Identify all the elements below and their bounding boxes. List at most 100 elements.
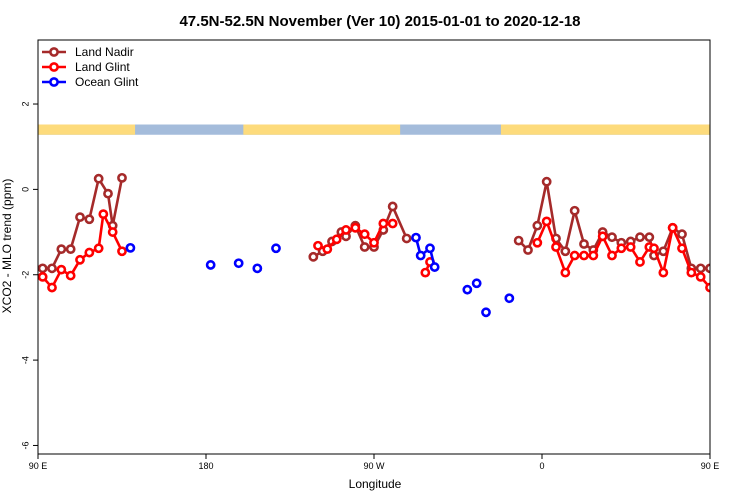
land-nadir-point [644, 232, 655, 243]
land-nadir-point [744, 216, 750, 223]
land-glint-point [667, 222, 678, 233]
x-tick-label: 180 [198, 461, 213, 471]
land-glint-point [677, 243, 687, 254]
land-nadir-point [607, 232, 617, 243]
land-glint-point [649, 243, 659, 254]
land-glint-point [359, 229, 370, 240]
x-tick-label: 90 W [363, 461, 385, 471]
ocean-glint-point [411, 232, 421, 243]
legend-item-ocean-glint: Ocean Glint [42, 75, 139, 89]
y-tick-label: 2 [20, 102, 30, 107]
land-glint-point [579, 250, 589, 261]
land-band [243, 124, 401, 135]
plot-series [38, 172, 750, 318]
land-glint-point [322, 244, 333, 255]
y-tick-label: -6 [20, 441, 30, 449]
land-glint-point [98, 209, 109, 220]
land-ocean-strip [38, 124, 710, 135]
ocean-glint-point [205, 260, 216, 270]
land-glint-point [56, 264, 67, 275]
land-glint-point [532, 237, 543, 248]
legend-item-land-glint: Land Glint [42, 60, 130, 74]
x-axis-label: Longitude [349, 477, 402, 491]
ocean-glint-series [125, 232, 515, 318]
land-nadir-point [635, 232, 645, 243]
land-glint-point [597, 231, 608, 242]
legend-label: Land Glint [75, 60, 130, 74]
land-glint-point [625, 242, 636, 252]
land-nadir-point [569, 205, 580, 216]
land-nadir-point [56, 244, 67, 255]
ocean-glint-point [125, 242, 136, 253]
land-glint-point [420, 267, 431, 278]
land-glint-point [551, 242, 561, 252]
land-glint-series [38, 209, 750, 293]
land-nadir-point [579, 239, 589, 249]
ocean-glint-line [414, 237, 436, 268]
land-nadir-point [359, 242, 370, 252]
land-glint-point [569, 250, 580, 261]
legend-label: Land Nadir [75, 45, 134, 59]
land-nadir-point [541, 176, 552, 187]
land-glint-point [341, 225, 351, 235]
land-glint-line [41, 212, 124, 289]
land-glint-point [369, 237, 379, 248]
land-nadir-point [65, 244, 76, 255]
chart-title: 47.5N-52.5N November (Ver 10) 2015-01-01… [179, 13, 580, 30]
y-tick-label: -4 [20, 356, 30, 364]
land-glint-point [117, 246, 127, 257]
land-glint-point [607, 250, 617, 261]
ocean-glint-point [415, 250, 426, 261]
land-nadir-point [513, 235, 524, 246]
land-nadir-point [725, 246, 732, 253]
x-tick-label: 90 E [701, 461, 720, 471]
land-glint-point [686, 267, 697, 278]
land-band [38, 124, 136, 135]
land-nadir-point [38, 263, 48, 274]
land-glint-point [560, 267, 571, 278]
ocean-glint-point [429, 262, 440, 272]
land-nadir-point [75, 212, 85, 223]
legend-item-land-nadir: Land Nadir [42, 45, 134, 59]
land-nadir-point [47, 263, 57, 274]
axes: 2 0 -2 -4 -6 90 E 180 90 W 0 90 E [20, 102, 719, 471]
x-tick-label: 90 E [29, 461, 48, 471]
plot-frame [37, 39, 711, 455]
ocean-glint-point [252, 263, 263, 274]
land-glint-point [65, 270, 76, 281]
land-nadir-point [84, 214, 95, 225]
ocean-glint-point [425, 243, 435, 254]
land-glint-point [38, 271, 48, 282]
land-glint-point [734, 256, 741, 263]
legend-marker [49, 62, 59, 72]
land-glint-point [541, 216, 552, 227]
land-glint-point [387, 218, 398, 229]
land-glint-point [350, 222, 361, 233]
land-nadir-point [716, 246, 723, 253]
land-band [500, 124, 710, 135]
land-glint-point [705, 282, 710, 293]
ocean-glint-point [481, 307, 491, 318]
land-nadir-point [117, 172, 127, 183]
land-nadir-point [560, 246, 571, 257]
land-nadir-point [658, 246, 669, 257]
land-glint-point [658, 267, 669, 278]
y-axis-label: XCO2 - MLO trend (ppm) [0, 179, 14, 314]
land-glint-point [93, 243, 104, 254]
land-nadir-point [734, 214, 741, 221]
y-tick-label: -2 [20, 271, 30, 279]
land-glint-point [75, 254, 85, 265]
land-glint-point [331, 234, 342, 245]
land-glint-point [47, 282, 57, 293]
land-glint-point [588, 250, 599, 261]
land-nadir-point [695, 263, 706, 274]
land-nadir-point [308, 251, 319, 262]
land-nadir-point [705, 263, 710, 274]
land-glint-point [695, 271, 706, 282]
land-nadir-point [401, 233, 412, 244]
land-glint-point [744, 249, 750, 256]
land-nadir-point [103, 188, 113, 199]
land-nadir-point [677, 229, 687, 240]
